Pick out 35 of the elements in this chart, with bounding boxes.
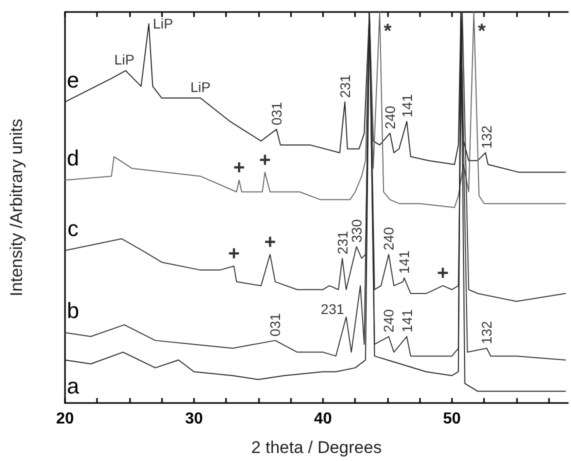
annotation: 330 (348, 219, 364, 243)
annotation: + (233, 157, 245, 180)
annotation: LiP (152, 16, 174, 32)
x-tick-label: 50 (443, 410, 461, 428)
x-tick-label: 40 (314, 410, 332, 428)
series-label: c (68, 216, 78, 242)
annotation: 240 (382, 106, 398, 130)
annotation: + (264, 231, 276, 254)
annotation: 141 (396, 250, 412, 274)
annotation: 231 (336, 74, 353, 98)
annotation: * (478, 20, 486, 43)
annotation: 132 (478, 320, 495, 344)
x-tick-label: 20 (56, 410, 74, 428)
annotation: LiP (114, 52, 134, 68)
annotation: LiP (190, 79, 211, 96)
annotation: 132 (478, 125, 495, 149)
annotation: 231 (334, 230, 350, 254)
series-label: a (66, 373, 80, 398)
series-label: e (66, 67, 80, 92)
series-label: d (66, 146, 80, 171)
annotation: 141 (398, 308, 415, 333)
annotation: 141 (398, 94, 415, 118)
annotation: + (228, 243, 240, 266)
annotation: 031 (267, 312, 284, 336)
annotation: 031 (268, 102, 285, 126)
annotation: * (384, 20, 392, 43)
annotation: 240 (380, 226, 397, 250)
x-axis-title: 2 theta / Degrees (251, 438, 382, 457)
annotation: 240 (380, 308, 397, 333)
series-label: b (66, 298, 80, 324)
x-tick-label: 30 (185, 410, 203, 428)
annotation: + (259, 149, 271, 172)
y-axis-title: Intensity /Arbitrary units (7, 118, 26, 296)
annotation: + (437, 262, 449, 285)
annotation: 231 (320, 300, 344, 317)
